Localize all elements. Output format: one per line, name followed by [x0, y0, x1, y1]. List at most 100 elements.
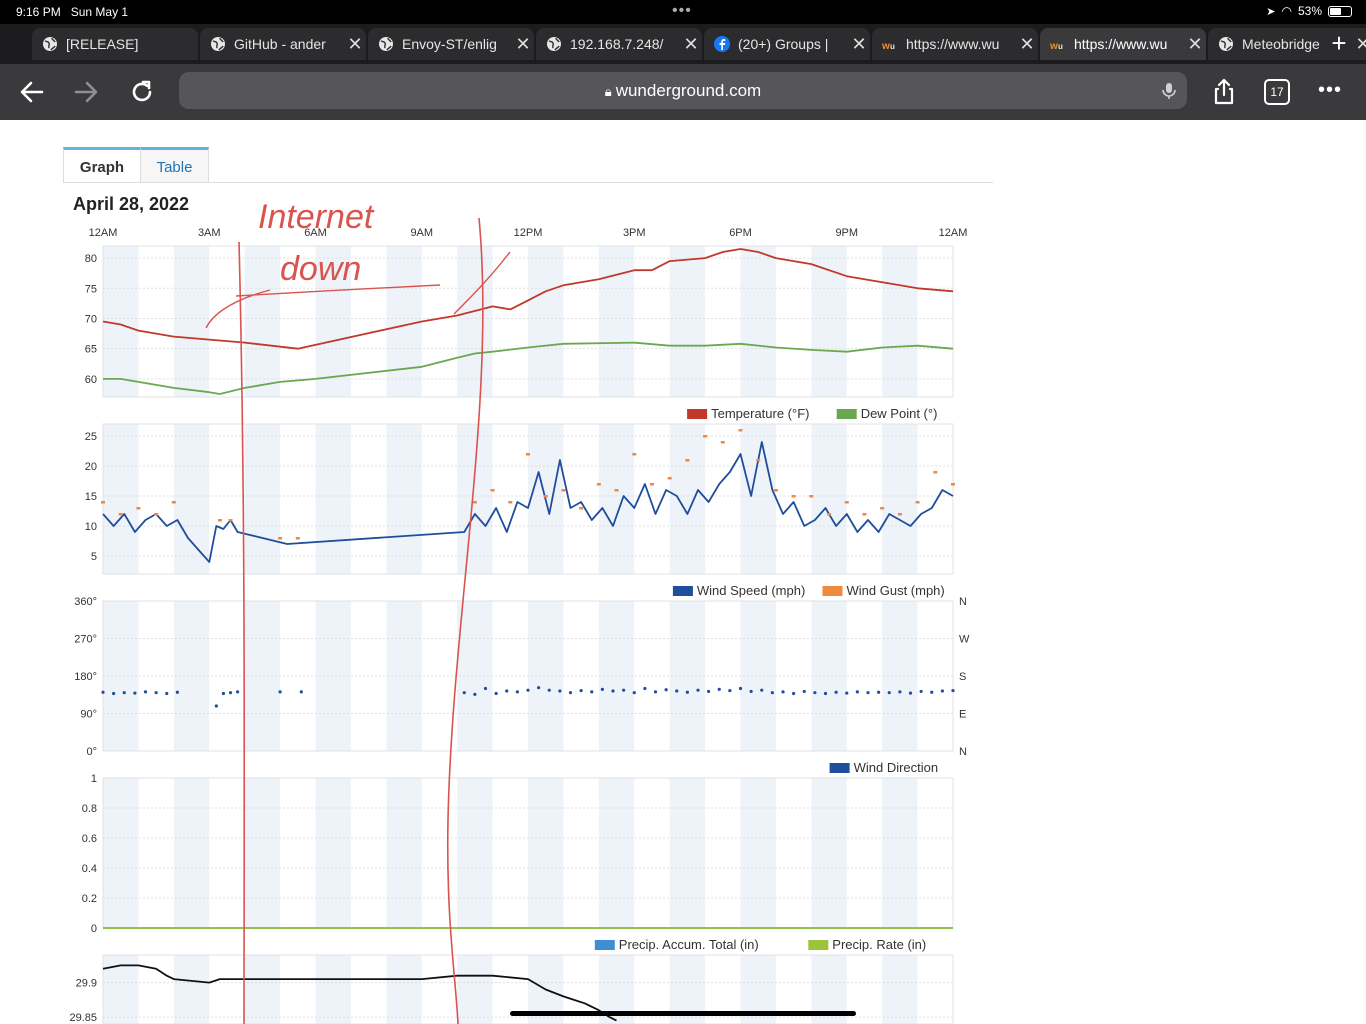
legend-label: Temperature (°F) — [711, 406, 809, 421]
wind-direction-point — [908, 691, 913, 695]
wind-direction-point — [473, 692, 477, 696]
forward-arrow-icon[interactable] — [70, 76, 102, 108]
microphone-icon[interactable] — [1161, 82, 1177, 100]
browser-tab[interactable]: [RELEASE] — [32, 28, 198, 60]
wind-direction-point — [505, 689, 509, 693]
legend-swatch — [594, 940, 615, 950]
wind-direction-point — [823, 691, 828, 696]
close-tab-icon[interactable]: ✕ — [515, 33, 531, 54]
legend-swatch — [836, 409, 857, 419]
chart-band — [811, 246, 847, 397]
chart-band — [244, 601, 281, 751]
svg-text:w: w — [1050, 41, 1058, 52]
wind-direction-point — [877, 690, 881, 694]
chart-band — [315, 778, 351, 928]
close-tab-icon[interactable]: ✕ — [1355, 33, 1366, 54]
wind-gust-point — [862, 513, 867, 516]
y-tick-label: 0° — [86, 746, 97, 758]
wind-series-line — [102, 441, 954, 563]
wind-gust-point — [171, 501, 176, 504]
tab-table[interactable]: Table — [141, 147, 209, 182]
back-arrow-icon[interactable] — [16, 76, 48, 108]
legend-swatch — [808, 940, 829, 950]
browser-tab[interactable]: w u https://www.wu ✕ — [1040, 28, 1206, 60]
multitasking-dots-icon[interactable]: ••• — [672, 2, 692, 19]
wind-gust-point — [136, 507, 141, 510]
wind-gust-point — [472, 501, 477, 504]
status-bar: 9:16 PM Sun May 1 ••• ➤ ◠ 53% — [0, 0, 1366, 24]
tab-label: https://www.wu — [906, 36, 1000, 52]
wind-direction-point — [919, 689, 923, 694]
wind-gust-point — [791, 495, 796, 498]
wind-gust-point — [579, 507, 584, 510]
y-tick-label: 90° — [80, 709, 97, 721]
location-icon: ➤ — [1266, 5, 1276, 18]
wind-gust-point — [596, 483, 601, 486]
browser-tab[interactable]: (20+) Groups | ✕ — [704, 28, 870, 60]
wind-direction-point — [278, 690, 282, 694]
wind-direction-point — [122, 691, 126, 695]
wind-gust-point — [295, 537, 300, 540]
legend-label: Dew Point (°) — [861, 406, 938, 421]
browser-tab[interactable]: w u https://www.wu ✕ — [872, 28, 1038, 60]
chart-band — [244, 778, 281, 928]
panel-frame — [102, 423, 954, 575]
chart-band — [528, 778, 564, 928]
chart-band — [386, 424, 422, 574]
wind-direction-point — [600, 687, 604, 691]
chart-band — [103, 955, 139, 1024]
tab-label: Meteobridge — [1242, 36, 1320, 52]
chart-band — [598, 424, 635, 574]
browser-tab-bar: [RELEASE] GitHub - ander ✕ Envoy-ST/enlig ✕ 1… — [0, 24, 1366, 64]
wind-direction-point — [175, 690, 179, 694]
chart-band — [315, 955, 351, 1024]
address-bar[interactable]: 🔒︎ wunderground.com — [179, 72, 1187, 109]
more-menu-icon[interactable]: ••• — [1318, 79, 1343, 101]
wind-direction-point — [866, 691, 870, 695]
wind-gust-point — [490, 489, 495, 492]
reload-icon[interactable] — [126, 76, 158, 108]
browser-tab[interactable]: GitHub - ander ✕ — [200, 28, 366, 60]
handwritten-annotation: Internet down — [205, 198, 511, 1024]
close-tab-icon[interactable]: ✕ — [851, 33, 867, 54]
wind-direction-point — [930, 690, 934, 694]
browser-tab[interactable]: 192.168.7.248/ ✕ — [536, 28, 702, 60]
dew-series-line — [103, 341, 954, 395]
wind-direction-point — [792, 691, 796, 696]
wind-direction-point — [622, 688, 626, 692]
svg-text:u: u — [890, 42, 895, 51]
url-text: wunderground.com — [615, 81, 762, 100]
close-tab-icon[interactable]: ✕ — [347, 33, 363, 54]
svg-text:w: w — [882, 41, 890, 52]
wind-direction-point — [235, 690, 240, 694]
annotation-line-left — [238, 241, 246, 1024]
browser-toolbar: 🔒︎ wunderground.com 17 ••• — [0, 64, 1366, 120]
y-tick-label: 80 — [85, 253, 97, 265]
tab-graph[interactable]: Graph — [63, 147, 141, 182]
globe-icon — [43, 37, 57, 51]
chart-band — [173, 246, 210, 397]
chart-band — [669, 246, 706, 397]
share-icon[interactable] — [1208, 76, 1240, 108]
wind-gust-point — [951, 483, 955, 486]
tab-count-button[interactable]: 17 — [1264, 79, 1290, 105]
chart-band — [457, 778, 493, 928]
close-tab-icon[interactable]: ✕ — [1187, 33, 1203, 54]
legend-label: Wind Gust (mph) — [847, 583, 945, 598]
time-tick-label: 12AM — [939, 227, 968, 239]
close-tab-icon[interactable]: ✕ — [1019, 33, 1035, 54]
close-tab-icon[interactable]: ✕ — [683, 33, 699, 54]
browser-tab[interactable]: Meteobridge ✕ — [1208, 28, 1366, 60]
browser-tab[interactable]: Envoy-ST/enlig ✕ — [368, 28, 534, 60]
chart-band — [669, 424, 706, 574]
chart-band — [598, 246, 635, 397]
chart-band — [882, 955, 918, 1024]
wind-gust-point — [118, 513, 123, 516]
new-tab-button[interactable]: + — [1331, 28, 1347, 58]
y-tick-label: 25 — [85, 431, 97, 443]
wind-gust-point — [561, 489, 566, 492]
y-tick-label: 75 — [85, 283, 97, 295]
chart-band — [386, 246, 422, 397]
